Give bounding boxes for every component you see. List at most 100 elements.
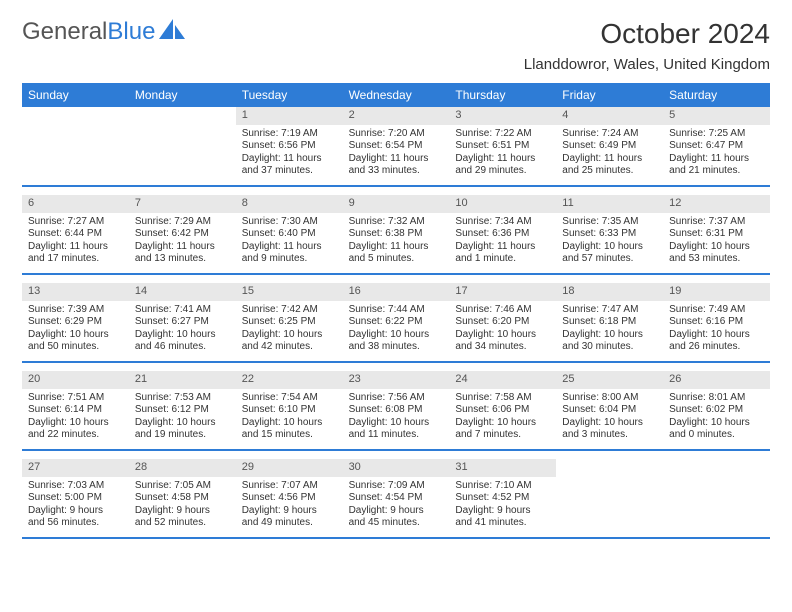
daylight-line: Daylight: 11 hours	[669, 153, 764, 166]
day-body: Sunrise: 7:27 AMSunset: 6:44 PMDaylight:…	[22, 213, 129, 271]
day-number: 6	[22, 195, 129, 213]
day-header-row: SundayMondayTuesdayWednesdayThursdayFrid…	[22, 83, 770, 107]
day-number: 25	[556, 371, 663, 389]
day-cell: 30Sunrise: 7:09 AMSunset: 4:54 PMDayligh…	[343, 459, 450, 537]
day-cell: 8Sunrise: 7:30 AMSunset: 6:40 PMDaylight…	[236, 195, 343, 273]
day-body: Sunrise: 7:41 AMSunset: 6:27 PMDaylight:…	[129, 301, 236, 359]
sunset-line: Sunset: 6:04 PM	[562, 404, 657, 417]
day-body: Sunrise: 7:09 AMSunset: 4:54 PMDaylight:…	[343, 477, 450, 535]
daylight-line: Daylight: 11 hours	[242, 241, 337, 254]
daylight-line: and 3 minutes.	[562, 429, 657, 442]
day-body: Sunrise: 7:32 AMSunset: 6:38 PMDaylight:…	[343, 213, 450, 271]
sunset-line: Sunset: 6:56 PM	[242, 140, 337, 153]
day-number: 10	[449, 195, 556, 213]
day-number: 1	[236, 107, 343, 125]
day-number: 4	[556, 107, 663, 125]
day-cell: 29Sunrise: 7:07 AMSunset: 4:56 PMDayligh…	[236, 459, 343, 537]
day-number: 11	[556, 195, 663, 213]
sunrise-line: Sunrise: 7:34 AM	[455, 216, 550, 229]
day-number: 3	[449, 107, 556, 125]
day-cell: 25Sunrise: 8:00 AMSunset: 6:04 PMDayligh…	[556, 371, 663, 449]
daylight-line: Daylight: 11 hours	[349, 153, 444, 166]
sunrise-line: Sunrise: 7:20 AM	[349, 128, 444, 141]
day-body: Sunrise: 7:34 AMSunset: 6:36 PMDaylight:…	[449, 213, 556, 271]
sunset-line: Sunset: 6:02 PM	[669, 404, 764, 417]
day-body: Sunrise: 7:03 AMSunset: 5:00 PMDaylight:…	[22, 477, 129, 535]
day-cell: 9Sunrise: 7:32 AMSunset: 6:38 PMDaylight…	[343, 195, 450, 273]
day-header-cell: Friday	[556, 83, 663, 107]
daylight-line: and 34 minutes.	[455, 341, 550, 354]
day-cell: 4 Sunrise: 7:24 AMSunset: 6:49 PMDaylight…	[556, 107, 663, 185]
day-cell: 11Sunrise: 7:35 AMSunset: 6:33 PMDayligh…	[556, 195, 663, 273]
sunrise-line: Sunrise: 7:47 AM	[562, 304, 657, 317]
day-cell: 26Sunrise: 8:01 AMSunset: 6:02 PMDayligh…	[663, 371, 770, 449]
daylight-line: and 46 minutes.	[135, 341, 230, 354]
day-cell: 1Sunrise: 7:19 AMSunset: 6:56 PMDaylight…	[236, 107, 343, 185]
day-cell: 10Sunrise: 7:34 AMSunset: 6:36 PMDayligh…	[449, 195, 556, 273]
sunrise-line: Sunrise: 7:05 AM	[135, 480, 230, 493]
sunrise-line: Sunrise: 7:39 AM	[28, 304, 123, 317]
day-body: Sunrise: 7:58 AMSunset: 6:06 PMDaylight:…	[449, 389, 556, 447]
sunset-line: Sunset: 6:49 PM	[562, 140, 657, 153]
day-body: Sunrise: 7:22 AMSunset: 6:51 PMDaylight:…	[449, 125, 556, 183]
daylight-line: and 5 minutes.	[349, 253, 444, 266]
month-title: October 2024	[524, 18, 770, 50]
daylight-line: Daylight: 10 hours	[669, 417, 764, 430]
day-number: 31	[449, 459, 556, 477]
sunset-line: Sunset: 6:10 PM	[242, 404, 337, 417]
sunset-line: Sunset: 6:36 PM	[455, 228, 550, 241]
sunset-line: Sunset: 4:54 PM	[349, 492, 444, 505]
sunrise-line: Sunrise: 7:32 AM	[349, 216, 444, 229]
sunrise-line: Sunrise: 7:30 AM	[242, 216, 337, 229]
week-row: 1Sunrise: 7:19 AMSunset: 6:56 PMDaylight…	[22, 107, 770, 187]
day-number: 22	[236, 371, 343, 389]
sunrise-line: Sunrise: 7:10 AM	[455, 480, 550, 493]
daylight-line: Daylight: 10 hours	[349, 329, 444, 342]
daylight-line: and 29 minutes.	[455, 165, 550, 178]
sunrise-line: Sunrise: 7:46 AM	[455, 304, 550, 317]
day-cell	[22, 107, 129, 185]
day-body: Sunrise: 7:49 AMSunset: 6:16 PMDaylight:…	[663, 301, 770, 359]
daylight-line: Daylight: 10 hours	[562, 417, 657, 430]
sunset-line: Sunset: 4:52 PM	[455, 492, 550, 505]
sunset-line: Sunset: 4:58 PM	[135, 492, 230, 505]
day-cell: 24Sunrise: 7:58 AMSunset: 6:06 PMDayligh…	[449, 371, 556, 449]
daylight-line: and 1 minute.	[455, 253, 550, 266]
day-number: 2	[343, 107, 450, 125]
daylight-line: Daylight: 11 hours	[562, 153, 657, 166]
sunrise-line: Sunrise: 7:27 AM	[28, 216, 123, 229]
day-cell: 28Sunrise: 7:05 AMSunset: 4:58 PMDayligh…	[129, 459, 236, 537]
day-body: Sunrise: 7:42 AMSunset: 6:25 PMDaylight:…	[236, 301, 343, 359]
day-body: Sunrise: 8:01 AMSunset: 6:02 PMDaylight:…	[663, 389, 770, 447]
sunrise-line: Sunrise: 7:35 AM	[562, 216, 657, 229]
daylight-line: Daylight: 10 hours	[242, 329, 337, 342]
sunrise-line: Sunrise: 7:24 AM	[562, 128, 657, 141]
daylight-line: and 49 minutes.	[242, 517, 337, 530]
daylight-line: Daylight: 10 hours	[562, 241, 657, 254]
daylight-line: and 45 minutes.	[349, 517, 444, 530]
day-cell: 5Sunrise: 7:25 AMSunset: 6:47 PMDaylight…	[663, 107, 770, 185]
day-number: 27	[22, 459, 129, 477]
day-cell: 7Sunrise: 7:29 AMSunset: 6:42 PMDaylight…	[129, 195, 236, 273]
day-cell: 21Sunrise: 7:53 AMSunset: 6:12 PMDayligh…	[129, 371, 236, 449]
daylight-line: and 30 minutes.	[562, 341, 657, 354]
day-number: 19	[663, 283, 770, 301]
daylight-line: Daylight: 9 hours	[242, 505, 337, 518]
day-cell: 2Sunrise: 7:20 AMSunset: 6:54 PMDaylight…	[343, 107, 450, 185]
calendar-grid: 1Sunrise: 7:19 AMSunset: 6:56 PMDaylight…	[22, 107, 770, 539]
logo-text-2: Blue	[107, 18, 155, 46]
day-header-cell: Wednesday	[343, 83, 450, 107]
day-cell: 27Sunrise: 7:03 AMSunset: 5:00 PMDayligh…	[22, 459, 129, 537]
day-cell	[129, 107, 236, 185]
sunrise-line: Sunrise: 7:25 AM	[669, 128, 764, 141]
daylight-line: Daylight: 10 hours	[28, 329, 123, 342]
day-number: 30	[343, 459, 450, 477]
day-header-cell: Monday	[129, 83, 236, 107]
day-number: 16	[343, 283, 450, 301]
logo: GeneralBlue	[22, 18, 185, 46]
day-body: Sunrise: 7:05 AMSunset: 4:58 PMDaylight:…	[129, 477, 236, 535]
daylight-line: and 52 minutes.	[135, 517, 230, 530]
sunrise-line: Sunrise: 7:44 AM	[349, 304, 444, 317]
daylight-line: and 19 minutes.	[135, 429, 230, 442]
day-body: Sunrise: 7:54 AMSunset: 6:10 PMDaylight:…	[236, 389, 343, 447]
